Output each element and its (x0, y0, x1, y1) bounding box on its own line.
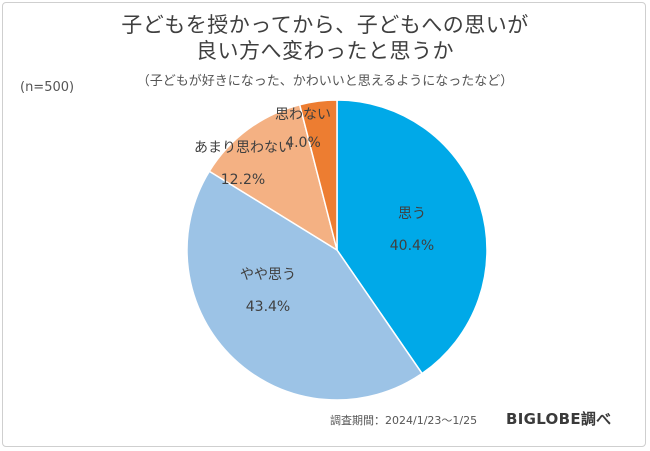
pie-slice-2 (208, 103, 339, 252)
chart-title-line-2: 良い方へ変わったと思うか (196, 39, 454, 63)
brand-credit: BIGLOBE調べ (506, 410, 612, 428)
slice-category-label: 思う (398, 206, 426, 222)
slice-percent-label: 43.4% (246, 299, 290, 315)
chart-subtitle: （子どもが好きになった、かわいいと思えるようになったなど） (136, 74, 514, 89)
chart-frame (2, 2, 646, 447)
pie-slice-0 (336, 99, 488, 375)
chart-title-line-1: 子どもを授かってから、子どもへの思いが (121, 13, 529, 37)
slice-category-label: やや思う (240, 267, 296, 283)
slice-category-label: あまり思わない (194, 140, 292, 156)
slice-percent-label: 12.2% (221, 172, 265, 188)
slice-category-label: 思わない (275, 107, 331, 123)
slice-percent-label: 4.0% (285, 135, 321, 151)
sample-size-label: (n=500) (20, 80, 75, 95)
pie-slice-3 (298, 99, 338, 251)
slice-percent-label: 40.4% (390, 238, 434, 254)
pie-slice-1 (186, 170, 424, 401)
survey-period-note: 調査期間：2024/1/23～1/25 (330, 414, 478, 427)
